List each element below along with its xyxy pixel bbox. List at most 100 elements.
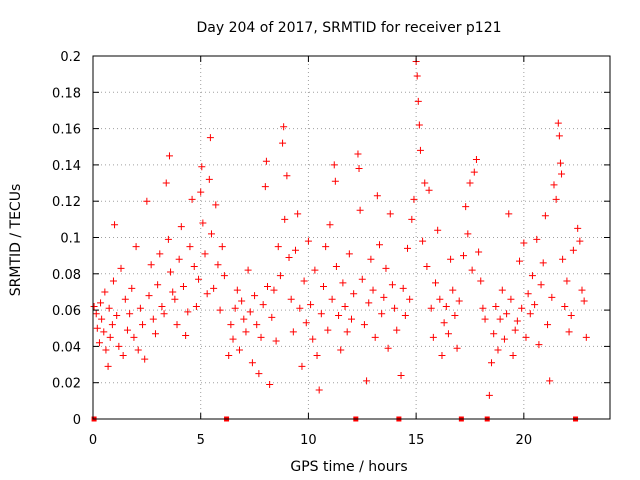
y-tick-label: 0.16 bbox=[52, 123, 81, 138]
data-point bbox=[199, 219, 207, 227]
data-point bbox=[105, 304, 113, 312]
data-point bbox=[485, 391, 493, 399]
data-point bbox=[97, 299, 105, 307]
data-point bbox=[524, 290, 532, 298]
data-point bbox=[415, 121, 423, 129]
data-point bbox=[520, 239, 528, 247]
data-point bbox=[350, 290, 358, 298]
data-point bbox=[272, 337, 280, 345]
chart-title: Day 204 of 2017, SRMTID for receiver p12… bbox=[196, 20, 501, 36]
data-point bbox=[139, 321, 147, 329]
data-point bbox=[93, 324, 101, 332]
data-point bbox=[164, 235, 172, 243]
data-point bbox=[451, 312, 459, 320]
data-point bbox=[404, 244, 412, 252]
data-point bbox=[311, 266, 319, 274]
data-point bbox=[307, 301, 315, 309]
data-point bbox=[578, 286, 586, 294]
data-point bbox=[145, 292, 153, 300]
data-point bbox=[151, 330, 159, 338]
data-point bbox=[449, 286, 457, 294]
data-point bbox=[175, 255, 183, 263]
data-point bbox=[380, 293, 388, 301]
data-point bbox=[531, 301, 539, 309]
data-point bbox=[126, 310, 134, 318]
data-point bbox=[513, 317, 521, 325]
data-point bbox=[280, 123, 288, 131]
data-point bbox=[470, 168, 478, 176]
data-point bbox=[238, 297, 246, 305]
data-point bbox=[117, 264, 125, 272]
data-point bbox=[192, 302, 200, 310]
data-point bbox=[371, 333, 379, 341]
data-point bbox=[298, 362, 306, 370]
data-point bbox=[313, 351, 321, 359]
data-point bbox=[296, 304, 304, 312]
data-point bbox=[274, 243, 282, 251]
data-point bbox=[207, 230, 215, 238]
data-point bbox=[376, 241, 384, 249]
data-point bbox=[206, 134, 214, 142]
data-point bbox=[331, 177, 339, 185]
data-point bbox=[341, 302, 349, 310]
data-point bbox=[212, 201, 220, 209]
data-point bbox=[533, 235, 541, 243]
data-point bbox=[259, 301, 267, 309]
data-point bbox=[141, 355, 149, 363]
data-point bbox=[315, 386, 323, 394]
data-point bbox=[188, 195, 196, 203]
data-point bbox=[197, 188, 205, 196]
data-point bbox=[408, 215, 416, 223]
data-point bbox=[522, 333, 530, 341]
data-point bbox=[488, 359, 496, 367]
data-point bbox=[335, 312, 343, 320]
data-point bbox=[455, 297, 463, 305]
data-point bbox=[406, 295, 414, 303]
y-tick-label: 0.12 bbox=[52, 195, 81, 210]
data-point bbox=[235, 346, 243, 354]
data-point bbox=[214, 261, 222, 269]
x-tick-label: 10 bbox=[300, 433, 317, 448]
data-point bbox=[115, 342, 123, 350]
data-point bbox=[382, 264, 390, 272]
data-point bbox=[563, 277, 571, 285]
data-point bbox=[177, 223, 185, 231]
data-point bbox=[550, 181, 558, 189]
data-point bbox=[494, 346, 502, 354]
grid bbox=[93, 56, 610, 419]
data-point bbox=[462, 203, 470, 211]
data-point bbox=[300, 277, 308, 285]
data-point bbox=[156, 250, 164, 258]
data-point bbox=[262, 157, 270, 165]
data-point bbox=[268, 313, 276, 321]
data-point bbox=[136, 304, 144, 312]
y-tick-label: 0.2 bbox=[60, 50, 81, 65]
data-point bbox=[248, 359, 256, 367]
data-point bbox=[287, 295, 295, 303]
data-point bbox=[92, 310, 100, 318]
data-point bbox=[472, 155, 480, 163]
data-point bbox=[104, 362, 112, 370]
data-point bbox=[198, 163, 206, 171]
data-point bbox=[425, 186, 433, 194]
data-point bbox=[319, 283, 327, 291]
data-point bbox=[171, 295, 179, 303]
data-point bbox=[574, 224, 582, 232]
data-point bbox=[348, 315, 355, 323]
data-point bbox=[490, 330, 498, 338]
data-point bbox=[253, 321, 261, 329]
data-point bbox=[309, 335, 317, 343]
y-tick-label: 0.08 bbox=[52, 268, 81, 283]
data-point bbox=[518, 304, 526, 312]
data-point bbox=[535, 341, 543, 349]
data-point bbox=[500, 335, 508, 343]
data-point bbox=[496, 315, 504, 323]
data-point bbox=[569, 246, 577, 254]
data-point bbox=[128, 284, 136, 292]
data-point bbox=[453, 344, 461, 352]
data-point bbox=[167, 268, 175, 276]
data-point bbox=[160, 310, 168, 318]
data-point bbox=[552, 195, 560, 203]
data-point bbox=[397, 371, 405, 379]
data-point bbox=[123, 326, 131, 334]
